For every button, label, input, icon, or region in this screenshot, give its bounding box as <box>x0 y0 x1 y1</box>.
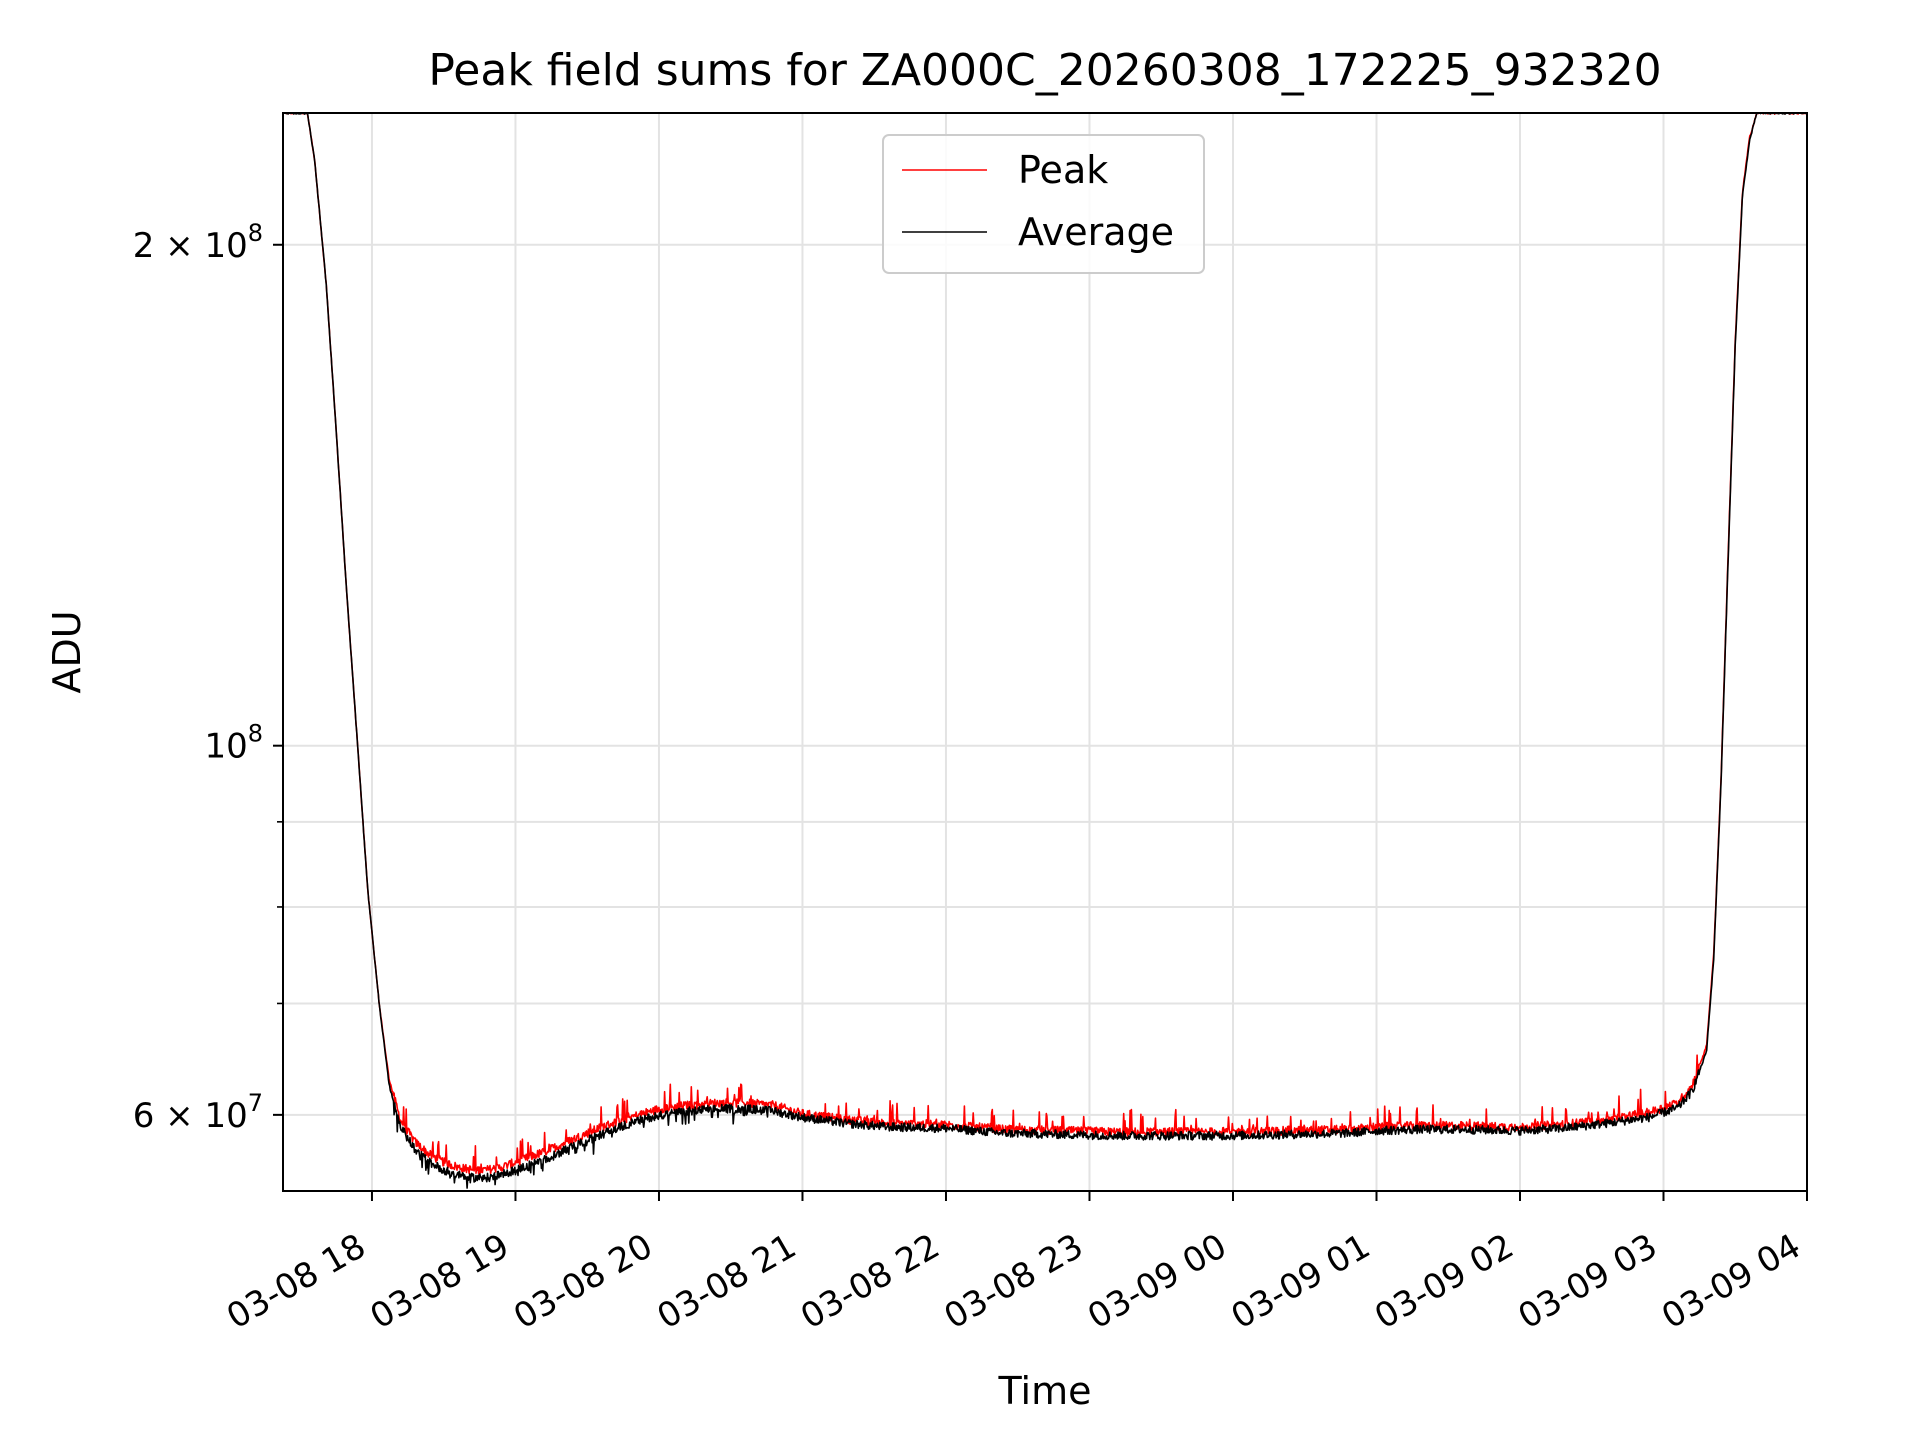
series-line-average <box>283 113 1807 1189</box>
legend-label-average: Average <box>1018 210 1174 254</box>
y-axis-label: ADU <box>45 610 89 693</box>
chart-title: Peak field sums for ZA000C_20260308_1722… <box>428 45 1661 96</box>
legend-label-peak: Peak <box>1018 148 1108 192</box>
series-layer <box>283 113 1807 1189</box>
x-axis-label: Time <box>998 1369 1092 1413</box>
legend: Peak Average <box>882 134 1205 274</box>
plot-frame <box>282 112 1808 1192</box>
y-tick-label: 6 × 107 <box>133 1089 263 1136</box>
y-tick-label: 108 <box>204 720 263 767</box>
y-axis: 2 × 108 108 6 × 107 <box>133 219 283 1136</box>
y-tick-label: 2 × 108 <box>133 219 263 266</box>
